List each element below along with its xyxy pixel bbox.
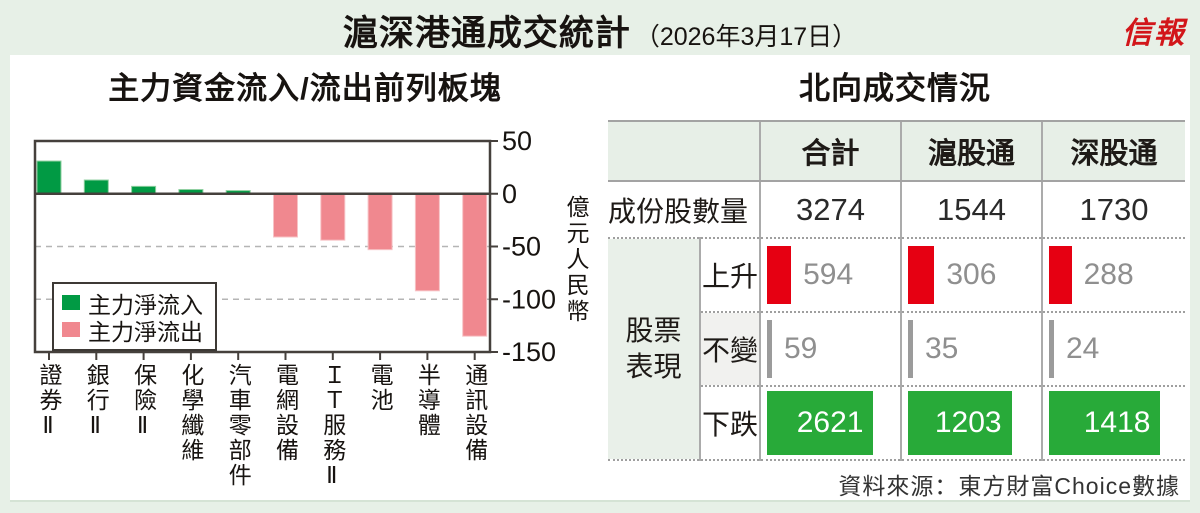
legend-label-outflow: 主力淨流出 xyxy=(88,318,203,345)
group-label-cell: 股票表現 xyxy=(608,238,700,461)
perf-value: 288 xyxy=(1083,258,1134,291)
perf-value: 1418 xyxy=(1083,406,1151,439)
sector-flow-chart: 50 0 -50 -100 -150 xyxy=(30,126,595,368)
constituents-row: 成份股數量 3274 1544 1730 xyxy=(608,181,1185,239)
perf-bar-2-2: 1418 xyxy=(1044,387,1185,458)
perf-bar-2-1: 1203 xyxy=(903,387,1041,458)
constituents-label: 成份股數量 xyxy=(608,181,760,239)
inflow-swatch-icon xyxy=(62,295,80,310)
northbound-table-wrap: 合計 滬股通 深股通 成份股數量 3274 1544 1730 股票表現 上升 … xyxy=(608,120,1185,461)
page-title: 滬深港通成交統計 （2026年3月17日） xyxy=(0,5,1200,56)
constituents-sh: 1544 xyxy=(900,181,1042,239)
northbound-table: 合計 滬股通 深股通 成份股數量 3274 1544 1730 股票表現 上升 … xyxy=(608,120,1185,461)
label-up: 上升 xyxy=(699,238,760,313)
legend-label-inflow: 主力淨流入 xyxy=(88,291,203,318)
row-unchanged: 不變 59 35 24 xyxy=(608,312,1185,387)
perf-bar-0-1: 306 xyxy=(903,239,1041,310)
row-up: 股票表現 上升 594 306 288 xyxy=(608,238,1185,461)
constituents-sz: 1730 xyxy=(1041,181,1185,239)
header-empty-cell xyxy=(608,120,760,182)
perf-bar-fill xyxy=(1049,246,1072,304)
svg-text:-150: -150 xyxy=(502,337,556,367)
perf-value: 1203 xyxy=(934,406,1002,439)
legend-item-outflow: 主力淨流出 xyxy=(62,316,203,345)
perf-bar-0-2: 288 xyxy=(1044,239,1185,310)
brand-logo: 信報 xyxy=(1122,17,1186,50)
x-label-3: 化學纖維 xyxy=(177,363,204,463)
perf-bar-1-0: 59 xyxy=(762,313,900,384)
svg-text:0: 0 xyxy=(502,179,517,209)
x-label-1: 銀行Ⅱ xyxy=(83,363,110,441)
chart-legend: 主力淨流入 主力淨流出 xyxy=(52,282,217,351)
x-label-6: ＩＴ服務Ⅱ xyxy=(319,363,346,491)
svg-text:50: 50 xyxy=(502,130,532,156)
perf-bar-2-0: 2621 xyxy=(762,387,900,458)
label-down: 下跌 xyxy=(699,386,760,461)
x-label-5: 電網設備 xyxy=(272,363,299,463)
perf-bar-fill xyxy=(1049,320,1054,378)
header-total: 合計 xyxy=(759,120,901,182)
svg-text:-100: -100 xyxy=(502,284,556,314)
perf-bar-fill xyxy=(767,246,792,304)
source-note: 資料來源：東方財富Choice數據 xyxy=(838,473,1180,499)
perf-value: 594 xyxy=(803,258,854,291)
perf-bar-fill xyxy=(767,320,772,378)
group-label-text: 股票表現 xyxy=(625,314,682,382)
label-unchanged: 不變 xyxy=(699,312,760,387)
perf-bar-1-2: 24 xyxy=(1044,313,1185,384)
x-label-2: 保險Ⅱ xyxy=(130,363,157,441)
perf-bar-fill: 1418 xyxy=(1049,391,1161,455)
table-header-row: 合計 滬股通 深股通 xyxy=(608,120,1185,182)
perf-bar-fill: 1203 xyxy=(908,391,1012,455)
legend-item-inflow: 主力淨流入 xyxy=(62,289,203,318)
perf-value: 24 xyxy=(1066,332,1100,365)
outflow-swatch-icon xyxy=(62,322,80,337)
page-title-date: （2026年3月17日） xyxy=(634,23,858,51)
page-title-text: 滬深港通成交統計 xyxy=(342,14,631,53)
x-label-4: 汽車零部件 xyxy=(225,363,252,488)
table-title: 北向成交情況 xyxy=(799,71,991,106)
perf-value: 59 xyxy=(784,332,818,365)
x-label-7: 電池 xyxy=(367,363,394,413)
x-label-0: 證券Ⅱ xyxy=(36,363,62,441)
row-down: 下跌 2621 1203 1418 xyxy=(608,386,1185,461)
perf-value: 2621 xyxy=(796,406,864,439)
content-panel: 主力資金流入/流出前列板塊 50 0 -50 -100 -150 證券Ⅱ 銀行Ⅱ 保險Ⅱ 化學… xyxy=(10,55,1190,502)
perf-value: 306 xyxy=(946,258,997,291)
perf-bar-1-1: 35 xyxy=(903,313,1041,384)
x-label-8: 半導體 xyxy=(414,363,441,438)
perf-bar-fill xyxy=(908,320,913,378)
perf-bar-fill xyxy=(908,246,935,304)
chart-unit-label: 億元人民幣 xyxy=(563,195,589,325)
svg-text:-50: -50 xyxy=(502,232,541,262)
x-label-9: 通訊設備 xyxy=(461,363,488,463)
chart-title: 主力資金流入/流出前列板塊 xyxy=(108,71,502,106)
perf-bar-0-0: 594 xyxy=(762,239,900,310)
header-shenzhen-connect: 深股通 xyxy=(1041,120,1185,182)
perf-value: 35 xyxy=(925,332,959,365)
constituents-total: 3274 xyxy=(759,181,901,239)
perf-bar-fill: 2621 xyxy=(767,391,874,455)
header-shanghai-connect: 滬股通 xyxy=(900,120,1042,182)
